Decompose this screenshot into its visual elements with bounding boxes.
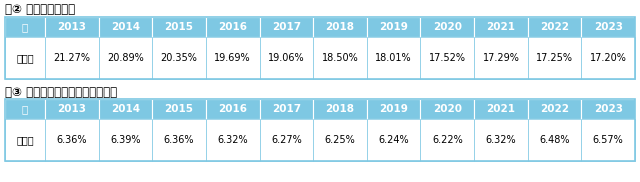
Text: 6.24%: 6.24% [378,135,409,145]
Text: 2020: 2020 [433,22,462,32]
Text: 2015: 2015 [164,22,193,32]
Text: 年: 年 [22,22,28,32]
Text: 2018: 2018 [326,22,355,32]
Text: 普及率: 普及率 [16,135,34,145]
Text: 17.20%: 17.20% [589,53,627,63]
Text: 2019: 2019 [379,22,408,32]
Text: 6.39%: 6.39% [110,135,141,145]
Text: 普及率: 普及率 [16,53,34,63]
Text: 2014: 2014 [111,22,140,32]
Text: 表③ 軽二輪・小型二輪世帯普及率: 表③ 軽二輪・小型二輪世帯普及率 [5,86,117,99]
Text: 2013: 2013 [58,104,86,114]
Text: 6.25%: 6.25% [324,135,355,145]
Text: 2021: 2021 [486,104,515,114]
Text: 21.27%: 21.27% [53,53,90,63]
Text: 6.36%: 6.36% [56,135,87,145]
Text: 2015: 2015 [164,104,193,114]
Text: 2017: 2017 [272,104,301,114]
Text: 6.27%: 6.27% [271,135,301,145]
Text: 6.57%: 6.57% [593,135,623,145]
Text: 18.01%: 18.01% [375,53,412,63]
Text: 6.48%: 6.48% [540,135,570,145]
Text: 2017: 2017 [272,22,301,32]
Text: 2013: 2013 [58,22,86,32]
Text: 6.32%: 6.32% [218,135,248,145]
Text: 19.06%: 19.06% [268,53,305,63]
Text: 19.69%: 19.69% [214,53,251,63]
Text: 2022: 2022 [540,22,569,32]
Text: 2021: 2021 [486,22,515,32]
Text: 2023: 2023 [594,104,623,114]
Text: 表② 全国世帯普及率: 表② 全国世帯普及率 [5,3,75,16]
Text: 17.52%: 17.52% [429,53,466,63]
Text: 2016: 2016 [218,22,247,32]
Text: 17.29%: 17.29% [483,53,519,63]
Text: 6.22%: 6.22% [432,135,463,145]
Text: 2016: 2016 [218,104,247,114]
Text: 年: 年 [22,104,28,114]
Text: 2019: 2019 [379,104,408,114]
Text: 20.35%: 20.35% [161,53,198,63]
Text: 2020: 2020 [433,104,462,114]
Text: 2014: 2014 [111,104,140,114]
Text: 17.25%: 17.25% [536,53,573,63]
Text: 20.89%: 20.89% [107,53,144,63]
Text: 2018: 2018 [326,104,355,114]
Text: 2022: 2022 [540,104,569,114]
Text: 2023: 2023 [594,22,623,32]
Text: 6.32%: 6.32% [486,135,516,145]
Text: 6.36%: 6.36% [164,135,195,145]
Text: 18.50%: 18.50% [322,53,358,63]
